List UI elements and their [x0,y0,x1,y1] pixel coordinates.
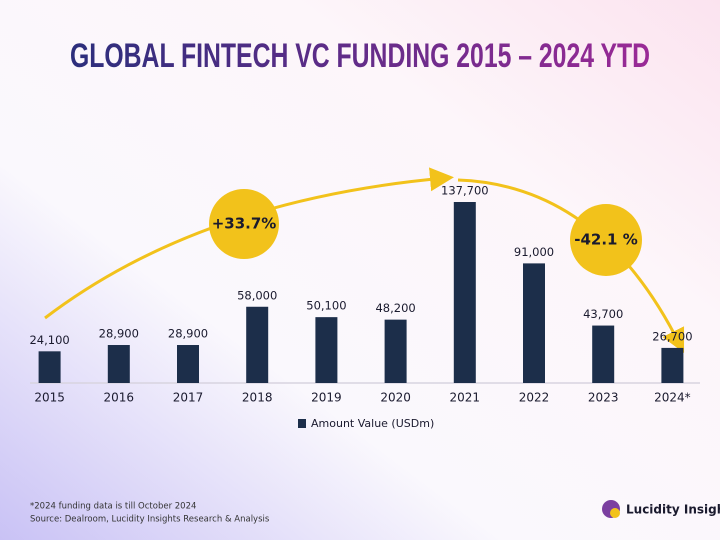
x-tick-label: 2020 [380,391,411,405]
bar [315,317,338,383]
data-label: 137,700 [441,184,489,198]
bar [661,347,684,383]
annotation-badge [570,204,642,276]
data-label: 28,900 [99,327,139,341]
data-label: 50,100 [306,299,346,313]
bar [38,351,61,383]
bar [107,345,130,383]
bar [384,319,407,383]
annotation: +33.7% [212,215,277,233]
x-tick-label: 2018 [242,391,273,405]
bar [523,263,545,383]
footnote: Source: Dealroom, Lucidity Insights Rese… [30,515,270,525]
bar [246,306,269,383]
x-tick-label: 2021 [450,391,481,405]
x-tick-label: 2023 [588,391,619,405]
data-label: 58,000 [237,288,277,302]
data-label: 24,100 [29,333,69,347]
logo-icon [610,508,620,518]
data-label: 43,700 [583,307,623,321]
data-label: 91,000 [514,245,554,259]
x-tick-label: 2022 [519,391,550,405]
x-tick-label: 2016 [104,391,135,405]
x-tick-label: 2017 [173,391,204,405]
annotation: -42.1 % [574,231,638,249]
legend-label: Amount Value (USDm) [311,417,434,430]
x-tick-label: 2019 [311,391,342,405]
footnote: *2024 funding data is till October 2024 [30,502,196,512]
x-tick-label: 2015 [34,391,65,405]
chart-title: GLOBAL FINTECH VC FUNDING 2015 – 2024 YT… [70,37,650,75]
brand-name: Lucidity Insights [626,503,720,517]
data-label: 48,200 [375,301,415,315]
bar [592,325,615,383]
annotation-badge [209,189,279,259]
bar [177,345,199,383]
bar [453,202,476,383]
data-label: 28,900 [168,327,208,341]
x-tick-label: 2024* [654,391,691,405]
data-label: 26,700 [652,329,692,343]
legend-swatch [298,419,306,428]
